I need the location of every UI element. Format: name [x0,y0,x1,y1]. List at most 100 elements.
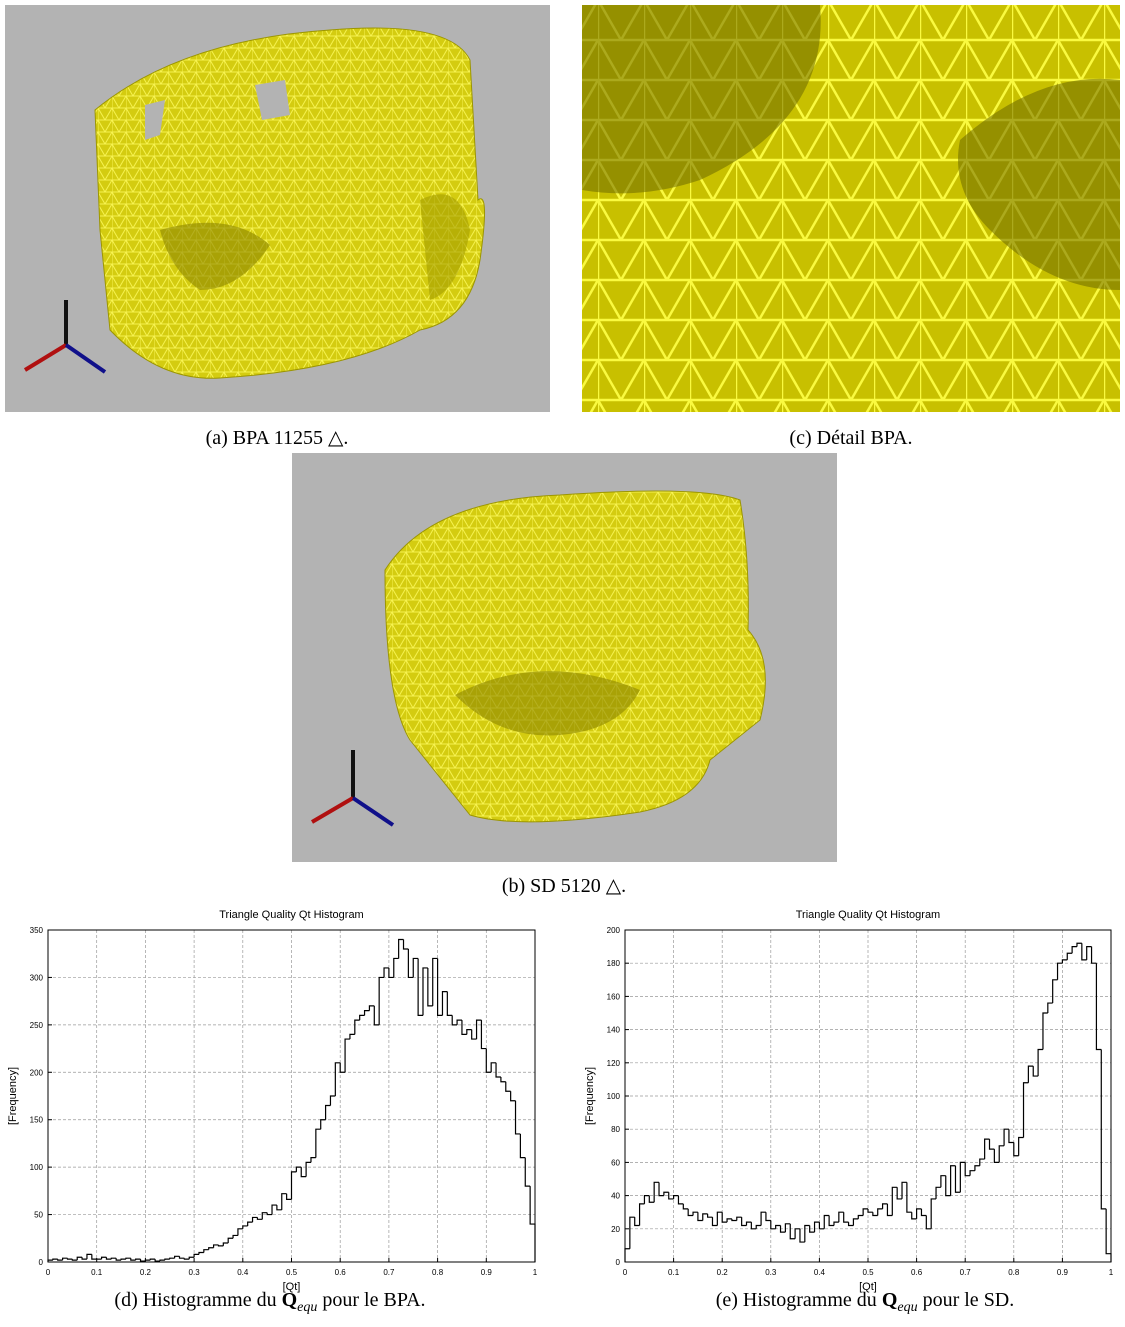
histogram-bar [135,1258,141,1261]
histogram-bar [422,967,428,1016]
histogram-bar [891,1186,898,1216]
histogram-bar [105,1257,112,1260]
histogram-bar [368,1005,375,1011]
y-tick-label: 300 [30,973,44,982]
histogram-bar [979,1158,985,1166]
x-tick-label: 0.4 [814,1268,826,1277]
histogram-bar [1105,1208,1112,1262]
chart-title: Triangle Quality Qt Histogram [219,909,363,921]
histogram-bar [208,1247,214,1250]
y-tick-label: 200 [30,1068,44,1077]
histogram-bar [446,991,453,1016]
histogram-bar [266,1212,273,1216]
histogram-bar [1076,942,1082,947]
histogram-bar [441,991,448,1016]
histogram-bar [736,1216,742,1221]
histogram-bar [81,1257,87,1260]
histogram-bar [344,1038,350,1073]
histogram-bar [237,1228,243,1236]
histogram-bar [1042,1012,1048,1050]
histogram-bar [634,1217,640,1227]
histogram-bar [427,967,433,1007]
x-tick-label: 0 [623,1268,628,1277]
histogram-bar [770,1220,776,1230]
histogram-bar [872,1212,878,1217]
histogram-bar [964,1162,971,1177]
histogram-bar [383,967,389,978]
histogram-bar [624,1248,630,1262]
histogram-bar [480,1020,487,1050]
x-tick-label: 0 [46,1268,51,1277]
histogram-bar [66,1258,73,1260]
histogram-bar [295,1166,302,1172]
histogram-chart: Triangle Quality Qt Histogram [Qt] [Freque… [7,909,538,1293]
y-tick-label: 0 [616,1258,621,1267]
histogram-bar [149,1258,156,1261]
histogram-bar [475,1019,482,1040]
y-tick-label: 200 [607,926,621,935]
histogram-bar [514,1100,521,1135]
histogram-bar [838,1211,844,1223]
y-tick-label: 20 [611,1225,620,1234]
y-tick-label: 60 [611,1158,620,1167]
plot-frame [47,929,536,1263]
histogram-bar [673,1195,679,1199]
panel-caption: (b) SD 5120 △. [502,875,626,897]
x-tick-label: 0.9 [1057,1268,1069,1277]
x-tick-label: 1 [1109,1268,1114,1277]
histogram-bar [784,1223,791,1233]
histogram-bar [363,1010,370,1016]
histogram-bar [852,1218,859,1226]
histogram-bar [760,1211,766,1226]
histogram-bar [911,1212,917,1220]
histogram-bar [1056,962,1063,980]
histogram-bar [945,1175,951,1197]
chart-title: Triangle Quality Qt Histogram [796,909,940,921]
image-bpa [5,5,550,412]
histogram-bar [823,1214,830,1229]
y-tick-label: 350 [30,926,44,935]
x-tick-label: 0.1 [668,1268,680,1277]
histogram-bar [334,1062,341,1096]
histogram-bar [877,1208,883,1216]
histogram-bar [974,1165,980,1171]
histogram-bar [212,1244,219,1248]
histogram-bar [1081,943,1087,961]
histogram-bar [193,1253,199,1258]
histogram-bar [198,1251,204,1255]
histogram-bar [741,1217,747,1227]
histogram-bar [412,957,419,978]
histogram-bar [398,938,404,959]
histogram-bar [702,1213,708,1221]
histogram-bar [183,1258,190,1260]
histogram-bar [950,1165,956,1196]
histogram-bar [52,1258,58,1261]
histogram-bar [329,1095,336,1106]
histogram-bar [310,1157,316,1163]
histogram-bar [388,967,394,979]
histogram-bar [437,958,443,1016]
histogram-bar [524,1157,531,1187]
histogram-bar [261,1212,268,1220]
histogram-bar [809,1225,815,1233]
histogram-bar [1095,963,1102,1051]
plot-frame [624,929,1112,1263]
histogram-bar [653,1181,660,1203]
histogram-bar [100,1256,107,1260]
histogram-bar [417,958,423,1016]
histogram-bar [402,939,409,950]
histogram-bar [115,1258,122,1261]
histogram-bar [1086,946,1092,960]
histogram-bar [881,1203,888,1209]
histogram-bar [969,1170,975,1176]
histogram-bar [857,1214,864,1219]
y-tick-label: 80 [611,1125,620,1134]
histogram-bar [843,1212,849,1223]
histogram-bar [1061,959,1068,964]
y-tick-label: 40 [611,1192,620,1201]
histogram-bar [658,1182,664,1197]
x-tick-label: 0.8 [1008,1268,1020,1277]
histogram-bar [324,1104,331,1120]
histogram-bar [930,1198,937,1229]
